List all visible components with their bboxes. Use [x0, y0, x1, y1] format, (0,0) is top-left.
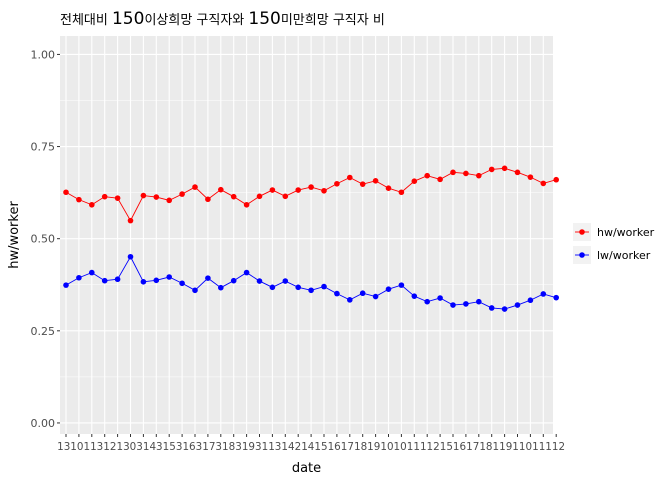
data-point	[256, 193, 263, 200]
x-axis-title: date	[292, 461, 321, 476]
data-point	[295, 284, 302, 291]
data-point	[179, 191, 185, 197]
data-point	[114, 276, 121, 283]
data-point	[553, 294, 559, 301]
data-point	[282, 278, 289, 284]
data-point	[359, 290, 366, 297]
data-point	[398, 282, 405, 288]
data-point	[166, 274, 172, 280]
y-tick-label: 1.00	[31, 48, 56, 61]
data-point	[347, 297, 353, 303]
data-point	[218, 186, 224, 193]
data-point	[127, 253, 134, 260]
data-point	[230, 193, 237, 200]
data-point	[450, 302, 456, 308]
data-point	[256, 278, 263, 284]
data-point	[385, 185, 392, 191]
data-point	[76, 274, 82, 281]
data-point	[243, 201, 250, 208]
data-point	[166, 197, 172, 204]
data-point	[347, 174, 353, 181]
data-point	[140, 192, 147, 199]
y-axis-title: hw/worker	[7, 201, 22, 269]
data-point	[334, 290, 340, 297]
data-point	[372, 178, 379, 184]
legend-label: hw/worker	[597, 226, 655, 239]
chart-title-part: 전체대비	[60, 13, 112, 28]
chart-title-part: 150	[248, 9, 280, 29]
data-point	[501, 165, 508, 172]
data-point	[205, 196, 211, 203]
data-point	[476, 298, 482, 305]
x-tick-labels: 1310113121303143153163173183193113142141…	[57, 440, 565, 453]
data-point	[153, 277, 160, 284]
data-point	[192, 287, 198, 294]
data-point	[424, 172, 431, 179]
data-point	[89, 269, 95, 276]
data-point	[501, 306, 508, 312]
data-point	[372, 293, 379, 300]
y-tick-label: 0.00	[31, 417, 56, 430]
data-point	[218, 284, 224, 291]
data-point	[179, 280, 185, 287]
data-point	[359, 181, 366, 187]
data-point	[153, 194, 160, 200]
data-point	[514, 302, 521, 308]
data-point	[205, 275, 211, 281]
data-point	[527, 297, 534, 304]
data-point	[437, 176, 443, 183]
data-point	[437, 295, 443, 301]
data-point	[398, 189, 405, 196]
data-point	[127, 217, 134, 224]
data-point	[463, 301, 469, 307]
data-point	[114, 195, 121, 201]
data-point	[243, 269, 250, 276]
y-tick-label: 0.50	[31, 233, 56, 246]
data-point	[463, 170, 469, 177]
legend-key-point	[579, 229, 585, 235]
data-point	[321, 187, 327, 194]
data-point	[334, 180, 340, 187]
legend-key-point	[579, 252, 585, 258]
data-point	[63, 282, 69, 288]
y-tick-label: 0.25	[31, 325, 56, 338]
data-point	[540, 180, 547, 187]
legend-label: lw/worker	[597, 249, 651, 262]
data-point	[476, 172, 482, 179]
data-point	[424, 298, 431, 305]
plot-panel	[60, 36, 553, 434]
data-point	[488, 166, 495, 173]
chart-title: 전체대비 150이상희망 구직자와 150미만희망 구직자 비	[60, 9, 385, 29]
chart-title-part: 150	[112, 9, 144, 29]
data-point	[411, 293, 418, 299]
chart-title-part: 이상희망 구직자와	[144, 13, 248, 28]
data-point	[450, 169, 456, 176]
data-point	[385, 286, 392, 292]
data-point	[192, 184, 198, 190]
data-point	[295, 187, 302, 193]
data-point	[527, 174, 534, 180]
data-point	[488, 305, 495, 311]
data-point	[308, 287, 314, 294]
data-point	[230, 277, 237, 284]
data-point	[89, 201, 95, 208]
data-point	[101, 277, 108, 284]
data-point	[140, 279, 147, 285]
data-point	[308, 184, 314, 190]
y-tick-label: 0.75	[31, 141, 56, 154]
data-point	[553, 176, 559, 183]
data-point	[101, 193, 108, 200]
data-point	[269, 187, 276, 193]
data-point	[514, 169, 521, 176]
data-point	[411, 178, 418, 184]
data-point	[269, 284, 276, 291]
data-point	[540, 291, 547, 297]
data-point	[282, 193, 289, 200]
chart-title-part: 미만희망 구직자 비	[281, 13, 385, 28]
data-point	[63, 189, 69, 196]
data-point	[76, 196, 82, 203]
data-point	[321, 283, 327, 290]
